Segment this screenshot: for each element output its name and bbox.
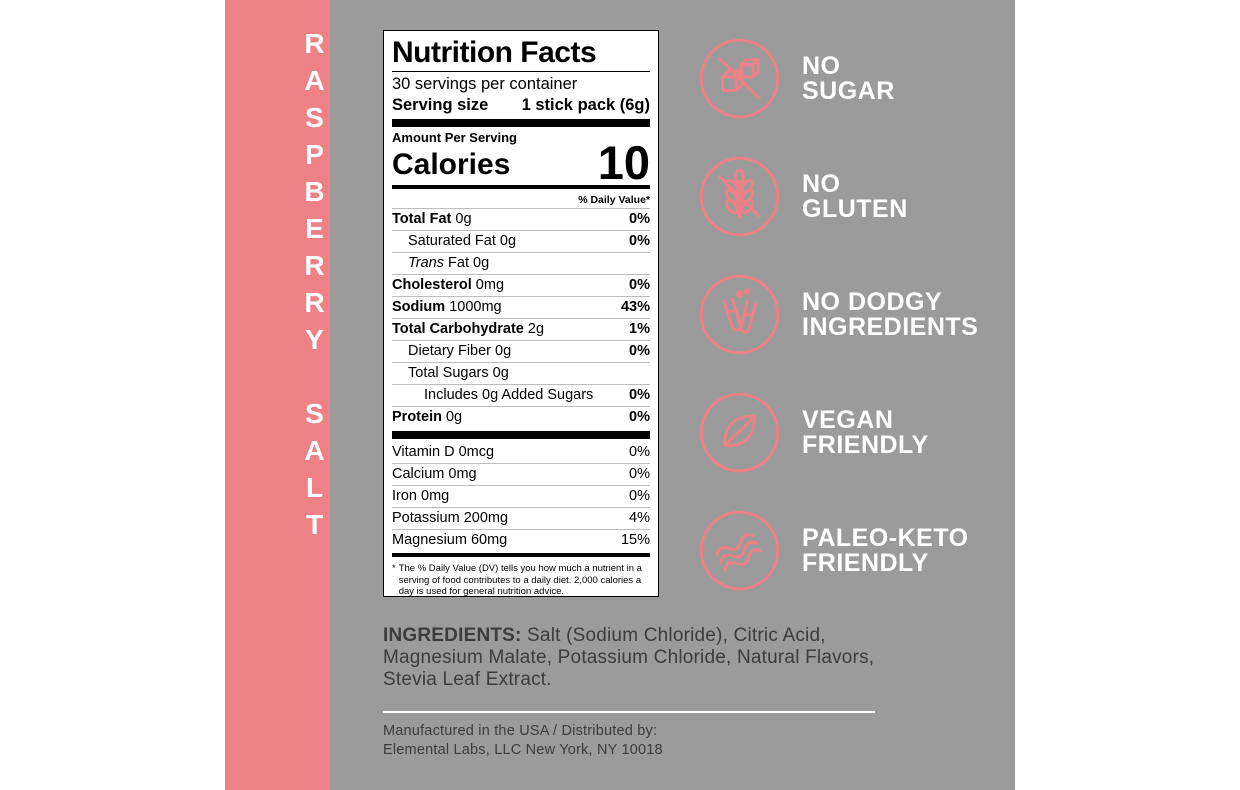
thick-divider-bar — [392, 431, 650, 439]
row-added-sugars: Includes 0g Added Sugars 0% — [392, 385, 650, 407]
row-potassium: Potassium 200mg 4% — [392, 508, 650, 530]
servings-per-container: 30 servings per container — [392, 75, 578, 93]
badge-label: NO DODGY INGREDIENTS — [802, 287, 979, 341]
dv-value: 43% — [620, 299, 650, 315]
row-total-sugars: Total Sugars 0g — [392, 363, 650, 385]
daily-value-header: % Daily Value* — [392, 191, 650, 209]
dv-value: 0% — [629, 488, 650, 504]
badge-label: NO SUGAR — [802, 51, 895, 105]
no-sugar-icon — [697, 36, 782, 121]
daily-value-footnote: * The % Daily Value (DV) tells you how m… — [392, 563, 642, 597]
manufacturer-info: Manufactured in the USA / Distributed by… — [383, 723, 663, 758]
serving-size-row: Serving size 1 stick pack (6g) — [392, 94, 650, 116]
row-vitamin-d: Vitamin D 0mcg 0% — [392, 442, 650, 464]
no-dodgy-ingredients-icon — [697, 272, 782, 357]
badge-no-dodgy-ingredients: NO DODGY INGREDIENTS — [697, 272, 978, 357]
badge-no-sugar: NO SUGAR — [697, 36, 978, 121]
serving-size-label: Serving size — [392, 96, 489, 114]
product-name: RASPBERRY SALT — [299, 28, 330, 546]
badge-label: NO GLUTEN — [802, 169, 908, 223]
row-total-fat: Total Fat 0g 0% — [392, 209, 650, 231]
amount-per-serving-label: Amount Per Serving — [392, 130, 517, 145]
flavor-band: RASPBERRY SALT — [225, 0, 330, 790]
row-sodium: Sodium 1000mg 43% — [392, 297, 650, 319]
row-trans-fat: Trans Fat 0g — [392, 253, 650, 275]
footer-divider-line — [383, 711, 875, 713]
dv-value: 15% — [620, 532, 650, 548]
badge-paleo-keto-friendly: PALEO-KETO FRIENDLY — [697, 508, 978, 593]
dv-value: 0% — [629, 444, 650, 460]
ingredients-text: INGREDIENTS: Salt (Sodium Chloride), Cit… — [383, 625, 875, 690]
benefit-badges: NO SUGAR NO — [697, 36, 978, 593]
row-cholesterol: Cholesterol 0mg 0% — [392, 275, 650, 297]
dv-value: 0% — [629, 277, 650, 293]
row-dietary-fiber: Dietary Fiber 0g 0% — [392, 341, 650, 363]
dv-value: 1% — [629, 321, 650, 337]
dv-value: 0% — [629, 343, 650, 359]
row-iron: Iron 0mg 0% — [392, 486, 650, 508]
dv-value: 0% — [629, 466, 650, 482]
row-calcium: Calcium 0mg 0% — [392, 464, 650, 486]
ingredients-label: INGREDIENTS: — [383, 625, 522, 646]
nutrition-facts-panel: Nutrition Facts 30 servings per containe… — [383, 30, 659, 597]
dv-value: 0% — [629, 233, 650, 249]
badge-vegan-friendly: VEGAN FRIENDLY — [697, 390, 978, 475]
dv-value: 4% — [629, 510, 650, 526]
dv-value: 0% — [629, 387, 650, 403]
calories-label: Calories — [392, 148, 511, 181]
calories-value: 10 — [597, 136, 650, 189]
badge-label: VEGAN FRIENDLY — [802, 405, 929, 459]
row-total-carbohydrate: Total Carbohydrate 2g 1% — [392, 319, 650, 341]
dv-value: 0% — [629, 409, 650, 425]
badge-label: PALEO-KETO FRIENDLY — [802, 523, 969, 577]
serving-size-value: 1 stick pack (6g) — [521, 96, 650, 114]
nutrition-facts-title: Nutrition Facts — [392, 36, 650, 72]
row-magnesium: Magnesium 60mg 15% — [392, 532, 650, 548]
row-protein: Protein 0g 0% — [392, 409, 650, 425]
thick-divider-bar — [392, 119, 650, 127]
paleo-keto-friendly-icon — [697, 508, 782, 593]
medium-divider-bar — [392, 553, 650, 557]
row-saturated-fat: Saturated Fat 0g 0% — [392, 231, 650, 253]
no-gluten-icon — [697, 154, 782, 239]
badge-no-gluten: NO GLUTEN — [697, 154, 978, 239]
medium-divider-bar — [392, 185, 650, 189]
vegan-friendly-icon — [697, 390, 782, 475]
calories-row: Calories 10 — [392, 136, 650, 189]
dv-value: 0% — [629, 211, 650, 227]
